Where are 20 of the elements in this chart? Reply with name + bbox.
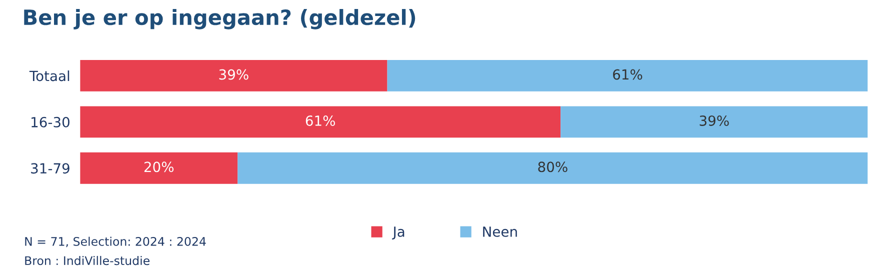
text: Bron : IndiVille-studie [25,256,150,266]
data-label: 39% [219,69,248,80]
y-tick-label: 31-79 [31,163,70,174]
data-label: 20% [144,162,174,172]
data-label: 61% [613,69,642,80]
text: N = 71, Selection: 2024 : 2024 [25,236,206,248]
bar [80,60,388,92]
bar [560,106,868,138]
data-label: 61% [306,115,335,126]
bar [80,106,561,138]
bar [238,152,868,184]
y-tick-label: Totaal [29,70,70,82]
bar [80,152,238,184]
data-label: 39% [700,115,729,126]
chart-title: Ben je er op ingegaan? (geldezel) [24,9,416,30]
legend-label: Ja [392,226,404,240]
bar [387,60,868,92]
data-label: 80% [538,162,568,172]
legend-label: Neen [483,226,517,237]
y-tick-label: 16-30 [32,116,70,128]
